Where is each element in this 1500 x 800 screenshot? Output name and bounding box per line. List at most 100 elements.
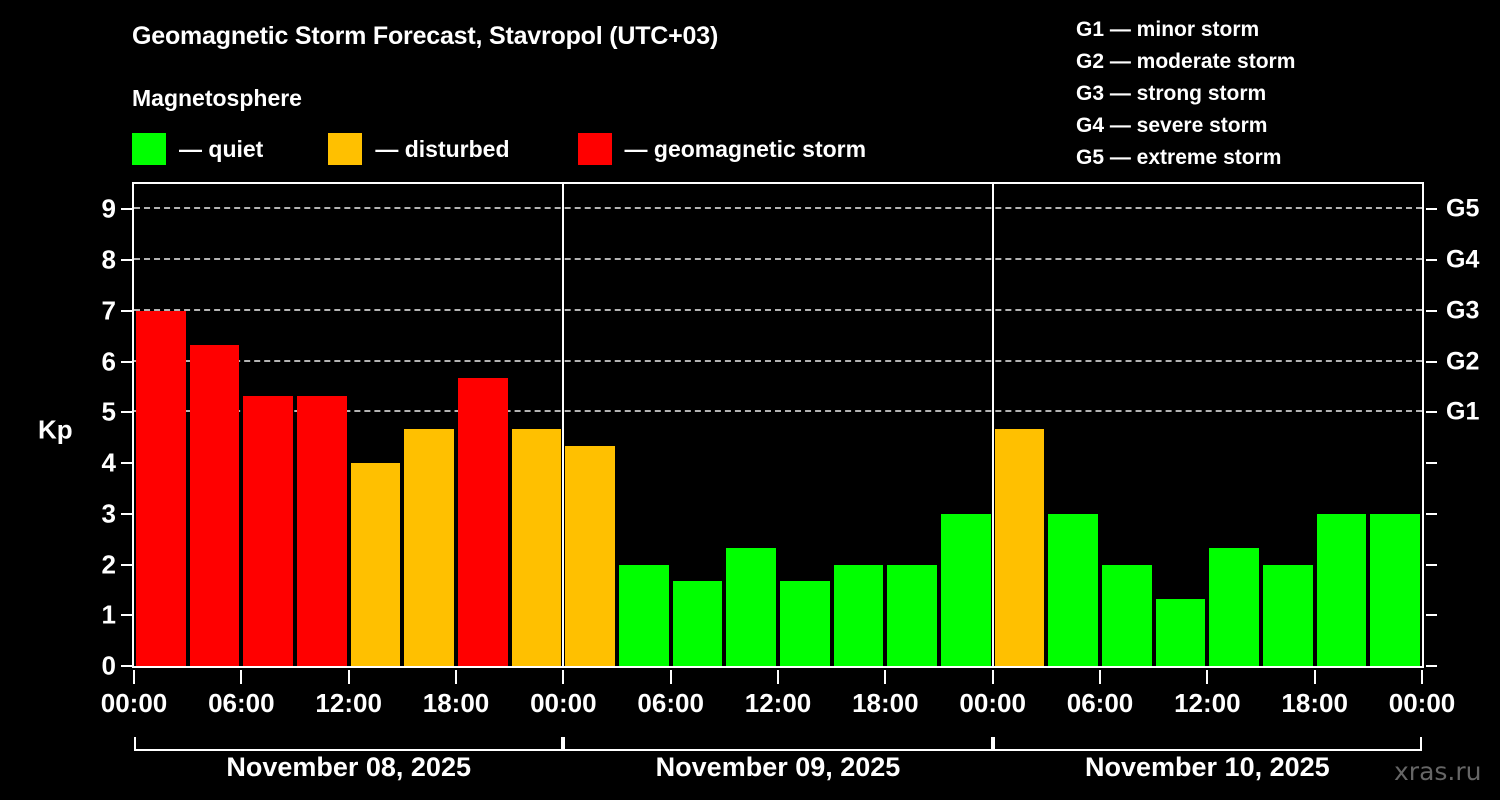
g-tick-G4 [1426,259,1437,262]
x-tick-1 [240,670,243,684]
g-scale-line-g1: G1 — minor storm [1076,18,1260,41]
x-tick-0 [133,670,135,684]
x-tick-5 [669,670,672,684]
g-axis-label-G4: G4 [1446,245,1480,274]
y-tick-1 [121,614,132,617]
y-tick-9 [121,208,132,211]
bar[interactable] [243,395,293,666]
g-tick-minor-3 [1426,512,1437,515]
bar[interactable] [941,513,991,666]
red-square-icon [577,133,612,165]
bar[interactable] [1370,513,1420,666]
y-tick-label-6: 6 [101,346,116,377]
bar[interactable] [404,429,454,666]
x-tick-label-0: 00:00 [100,688,168,718]
plot-area [132,182,1424,668]
y-tick-label-4: 4 [101,447,116,478]
bar[interactable] [619,564,669,666]
x-tick-label-4: 00:00 [530,688,597,718]
gridline-kp-7 [134,308,1422,311]
x-tick-label-2: 12:00 [315,688,382,718]
x-tick-label-6: 12:00 [744,688,812,718]
bar[interactable] [1263,564,1313,666]
plot-inner [134,184,1422,666]
bar[interactable] [1209,547,1259,666]
bar[interactable] [672,581,723,666]
x-tick-6 [777,670,779,684]
day-bracket [563,737,993,751]
y-tick-8 [121,259,132,262]
x-tick-4 [562,670,565,684]
g-tick-minor-1 [1426,614,1437,617]
x-tick-label-11: 18:00 [1281,688,1348,718]
x-tick-12 [1421,670,1423,684]
magnetosphere-legend: — quiet — disturbed — geomagnetic storm [132,133,866,165]
gridline-kp-6 [134,359,1422,362]
y-tick-5 [121,411,132,414]
bar[interactable] [994,429,1045,666]
day-bracket [992,737,1422,751]
bar[interactable] [1155,598,1206,666]
bar[interactable] [458,378,508,666]
x-tick-label-10: 12:00 [1174,688,1241,718]
x-tick-9 [1099,670,1101,684]
day-label: November 10, 2025 [1085,752,1330,782]
day-separator [562,184,565,666]
bar[interactable] [189,344,240,666]
legend-item-storm: — geomagnetic storm [577,133,866,165]
legend-label-disturbed: — disturbed [375,135,510,162]
bar[interactable] [887,564,937,666]
x-tick-label-5: 06:00 [637,688,704,718]
gridline-kp-5 [134,410,1422,413]
x-tick-label-8: 00:00 [959,688,1026,718]
bar[interactable] [1048,513,1098,666]
x-tick-11 [1313,670,1316,684]
g-tick-G5 [1426,208,1437,211]
y-tick-label-2: 2 [101,549,116,580]
day-label: November 09, 2025 [655,752,901,782]
gridline-kp-9 [134,207,1422,210]
y-tick-label-1: 1 [101,599,116,630]
bar[interactable] [565,446,615,666]
g-axis-label-G1: G1 [1446,397,1480,426]
watermark: xras.ru [1394,757,1482,786]
y-tick-0 [121,665,132,667]
g-tick-minor-0 [1426,665,1437,667]
g-scale-line-g5: G5 — extreme storm [1076,146,1282,169]
x-tick-10 [1206,670,1209,684]
bar[interactable] [833,564,884,666]
bar[interactable] [780,581,830,666]
g-tick-G2 [1426,360,1437,363]
x-tick-2 [347,670,350,684]
y-tick-label-8: 8 [101,244,116,275]
y-tick-label-9: 9 [101,193,116,224]
y-tick-label-7: 7 [101,295,116,326]
green-square-icon [132,133,166,165]
day-separator [991,184,994,666]
bar[interactable] [1316,513,1367,666]
day-label: November 08, 2025 [226,752,471,782]
bar[interactable] [511,429,562,666]
gridline-kp-8 [134,258,1422,261]
y-tick-3 [121,512,132,515]
x-tick-8 [991,670,994,684]
g-axis-label-G2: G2 [1446,347,1480,376]
g-tick-G3 [1426,309,1437,312]
orange-square-icon [328,133,363,165]
y-tick-label-0: 0 [101,650,116,681]
g-axis-label-G3: G3 [1446,296,1480,325]
x-tick-3 [455,670,457,684]
g-scale-line-g2: G2 — moderate storm [1076,50,1296,73]
bar[interactable] [136,310,186,666]
bar[interactable] [297,395,347,666]
legend-label-quiet: — quiet [179,135,264,162]
y-tick-label-3: 3 [101,498,116,529]
y-tick-2 [121,563,132,566]
x-tick-7 [884,670,887,684]
x-tick-label-9: 06:00 [1066,688,1134,718]
bar[interactable] [726,547,776,666]
bar[interactable] [1102,564,1152,666]
page-title: Geomagnetic Storm Forecast, Stavropol (U… [132,22,719,50]
bar[interactable] [350,463,401,666]
